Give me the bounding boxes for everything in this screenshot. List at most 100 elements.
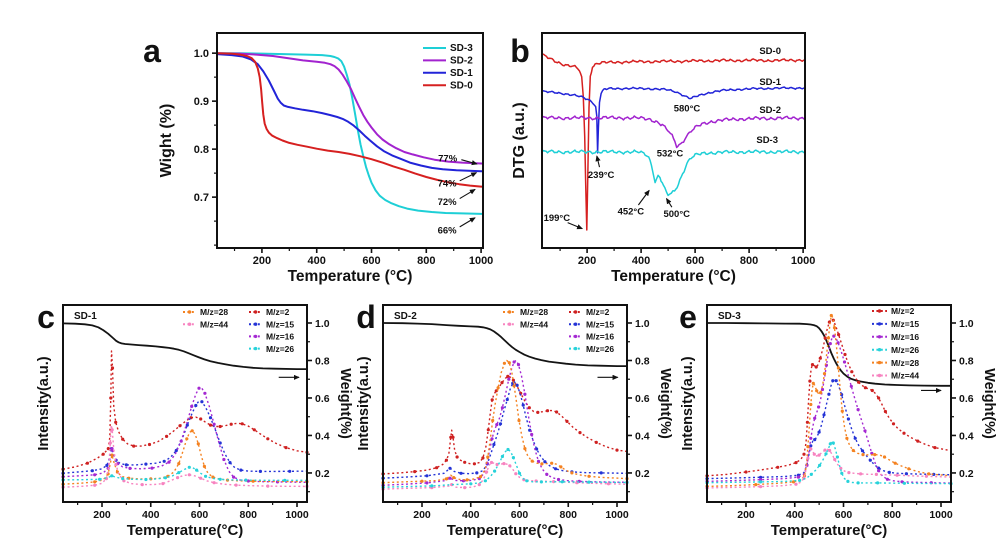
panel-d-yaxis-right-title: Weight(%) bbox=[657, 368, 673, 439]
data-point-marker bbox=[481, 456, 485, 460]
annotation-arrow bbox=[595, 155, 601, 168]
data-point-marker bbox=[144, 462, 148, 466]
panel-c-sample-label: SD-1 bbox=[74, 311, 97, 322]
data-point-marker bbox=[527, 406, 531, 410]
legend-marker bbox=[573, 334, 578, 339]
data-point-marker bbox=[517, 418, 521, 423]
x-tick-label: 1000 bbox=[605, 509, 629, 521]
data-point-marker bbox=[860, 449, 865, 453]
legend-label: M/z=15 bbox=[891, 319, 919, 329]
data-point-marker bbox=[463, 486, 467, 490]
x-tick-label: 600 bbox=[686, 255, 704, 267]
legend-label: M/z=16 bbox=[266, 332, 294, 342]
data-point-marker bbox=[822, 413, 826, 417]
panel-b bbox=[541, 32, 806, 253]
annotation-452-c: 452°C bbox=[618, 206, 645, 217]
data-point-marker bbox=[877, 469, 881, 473]
data-point-marker bbox=[885, 477, 890, 481]
legend-marker bbox=[573, 346, 578, 351]
y-right-tick-label: 0.6 bbox=[315, 393, 330, 405]
legend-marker bbox=[253, 322, 258, 326]
y-tick-label: 0.9 bbox=[194, 96, 209, 108]
panel-d-series-m-z-16 bbox=[382, 359, 628, 486]
y-right-tick-label: 0.4 bbox=[635, 430, 650, 442]
data-point-marker bbox=[132, 444, 136, 448]
data-point-marker bbox=[849, 384, 853, 388]
data-point-marker bbox=[508, 464, 512, 468]
data-point-marker bbox=[212, 422, 216, 426]
panel-a-series-sd-1 bbox=[216, 53, 483, 173]
data-point-marker bbox=[539, 480, 544, 484]
y-tick-label: 1.0 bbox=[194, 48, 209, 60]
annotation-74-: 74% bbox=[438, 179, 458, 190]
legend-label: M/z=28 bbox=[200, 307, 228, 317]
legend-marker bbox=[507, 310, 512, 314]
panel-a-letter: a bbox=[143, 33, 161, 69]
panel-e-letter: e bbox=[679, 299, 697, 335]
data-point-marker bbox=[516, 363, 521, 367]
data-point-marker bbox=[194, 403, 198, 408]
panel-b-series-sd-0 bbox=[541, 53, 806, 231]
data-point-marker bbox=[545, 409, 550, 413]
legend-label: SD-0 bbox=[450, 80, 473, 91]
data-point-marker bbox=[811, 381, 815, 385]
data-point-marker bbox=[451, 435, 455, 439]
data-point-marker bbox=[469, 482, 473, 486]
data-point-marker bbox=[190, 429, 194, 433]
panel-c-series-m-z-16 bbox=[62, 387, 308, 483]
panel-a-xaxis-title: Temperature (°C) bbox=[288, 268, 413, 285]
data-point-marker bbox=[266, 484, 270, 488]
legend-item-m-z-2 bbox=[569, 310, 582, 314]
data-point-marker bbox=[177, 471, 181, 475]
data-point-marker bbox=[829, 313, 833, 318]
data-point-marker bbox=[114, 462, 118, 467]
annotation-72-: 72% bbox=[438, 197, 458, 208]
data-point-marker bbox=[239, 468, 243, 472]
data-point-marker bbox=[895, 473, 899, 477]
data-point-marker bbox=[874, 472, 879, 476]
data-point-marker bbox=[883, 409, 888, 414]
data-point-marker bbox=[525, 479, 529, 483]
legend-label: M/z=2 bbox=[891, 306, 915, 316]
legend-item-m-z-16 bbox=[249, 334, 262, 339]
data-point-marker bbox=[521, 403, 525, 407]
data-point-marker bbox=[121, 437, 125, 441]
panel-d-sample-label: SD-2 bbox=[394, 311, 417, 322]
data-point-marker bbox=[808, 379, 812, 383]
data-point-marker bbox=[465, 478, 469, 482]
y-right-tick-label: 1.0 bbox=[635, 318, 650, 330]
data-point-marker bbox=[842, 360, 847, 364]
data-point-marker bbox=[90, 469, 94, 473]
data-point-marker bbox=[93, 483, 97, 487]
data-point-marker bbox=[615, 448, 619, 452]
legend-marker bbox=[253, 346, 258, 351]
data-point-marker bbox=[536, 459, 541, 463]
legend-label: M/z=44 bbox=[520, 319, 548, 329]
data-point-marker bbox=[288, 469, 292, 473]
legend-item-m-z-16 bbox=[569, 334, 582, 339]
data-point-marker bbox=[809, 447, 813, 451]
data-point-marker bbox=[511, 378, 515, 382]
x-tick-label: 600 bbox=[511, 509, 529, 521]
x-tick-label: 800 bbox=[740, 255, 758, 267]
data-point-marker bbox=[831, 441, 835, 445]
legend-marker bbox=[187, 310, 192, 314]
data-point-marker bbox=[873, 453, 877, 457]
data-point-marker bbox=[109, 396, 113, 400]
data-point-marker bbox=[536, 410, 540, 414]
data-point-marker bbox=[530, 459, 534, 463]
annotation-arrow bbox=[459, 217, 476, 228]
legend-label: M/z=26 bbox=[891, 345, 919, 355]
data-point-marker bbox=[106, 447, 110, 451]
data-point-marker bbox=[199, 476, 203, 480]
x-tick-label: 800 bbox=[559, 509, 577, 521]
data-point-marker bbox=[240, 422, 244, 426]
data-point-marker bbox=[863, 429, 867, 433]
annotation-arrow bbox=[459, 172, 478, 182]
annotation-580-c: 580°C bbox=[674, 103, 701, 114]
data-point-marker bbox=[840, 471, 844, 475]
data-point-marker bbox=[496, 386, 500, 390]
data-point-marker bbox=[284, 446, 288, 450]
data-point-marker bbox=[754, 483, 758, 487]
legend-marker bbox=[877, 309, 882, 313]
